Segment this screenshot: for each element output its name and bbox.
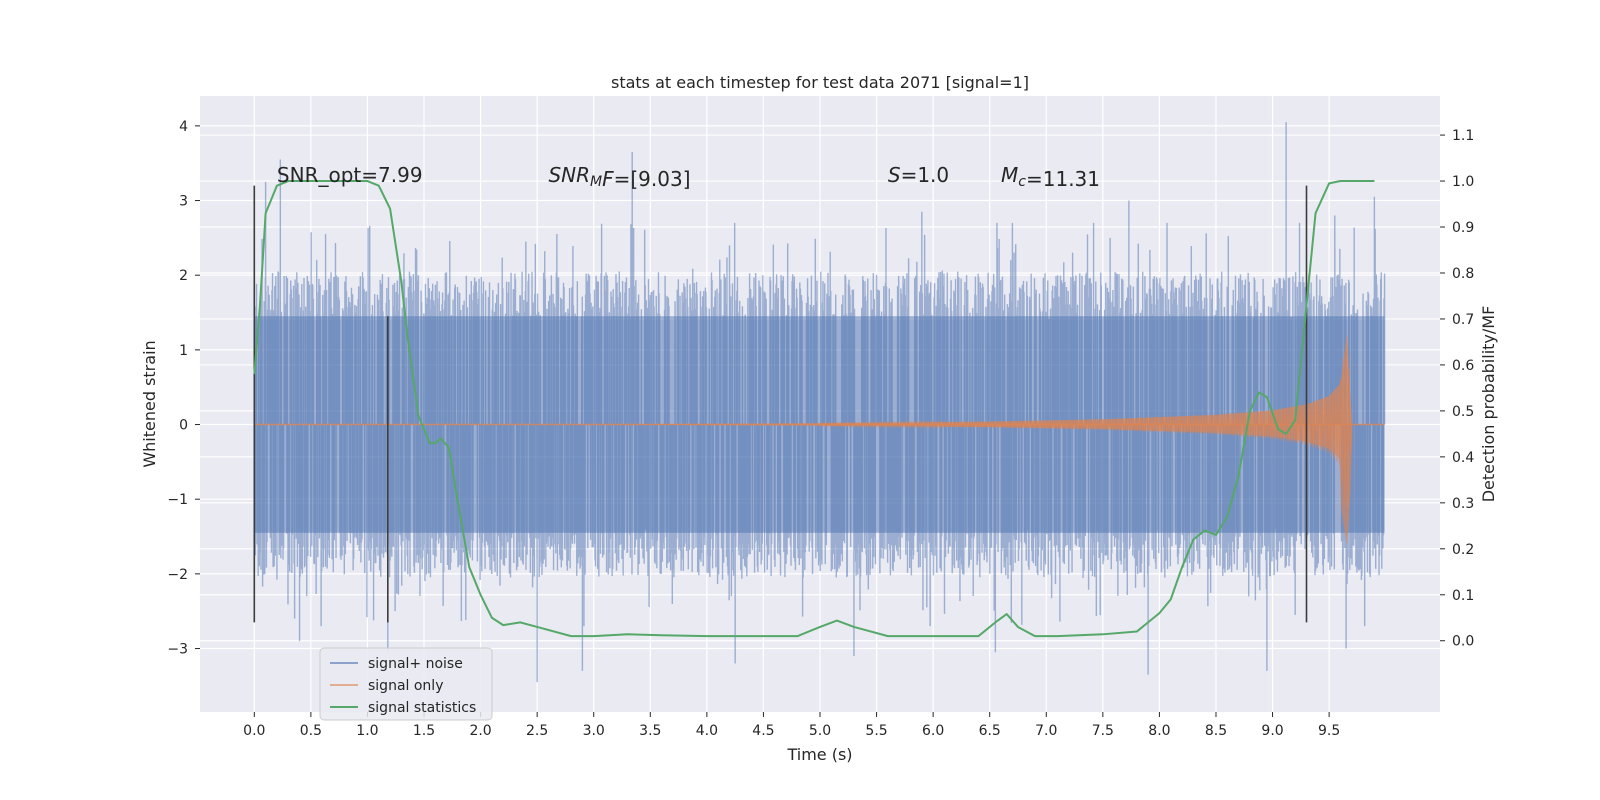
y-tick-label: 2 (179, 268, 188, 284)
x-ticks: 0.0 0.5 1.0 1.5 2.0 2.5 3.0 3.5 4.0 4.5 5.0 5.5 6.0 6… (243, 712, 1340, 739)
x-tick-label: 0.0 (243, 723, 265, 739)
legend-label: signal statistics (368, 700, 476, 716)
x-tick-label: 3.0 (583, 723, 605, 739)
annotation-part: S (888, 163, 901, 187)
x-tick-label: 2.5 (526, 723, 548, 739)
signal-oscillation (819, 337, 1353, 507)
x-axis-label: Time (s) (786, 745, 852, 764)
x-tick-label: 4.0 (696, 723, 718, 739)
y2-tick-label: 0.2 (1452, 542, 1474, 558)
y-tick-label: 1 (179, 343, 188, 359)
y2-tick-label: 1.0 (1452, 174, 1474, 190)
series-signal-statistics (253, 180, 1375, 638)
legend-label: signal+ noise (368, 656, 463, 672)
annotation: S=1.0 (888, 163, 949, 187)
legend-box (319, 647, 493, 721)
x-tick-label: 1.5 (413, 723, 435, 739)
x-tick-label: 7.5 (1092, 723, 1114, 739)
vertical-markers (253, 185, 1308, 623)
annotation: SNR_opt=7.99 (277, 163, 423, 187)
x-tick-label: 2.0 (469, 723, 491, 739)
statistics-line (253, 180, 1375, 638)
y2-tick-label: 0.1 (1452, 588, 1474, 604)
y-tick-label: −1 (167, 492, 188, 508)
chart-title: stats at each timestep for test data 207… (611, 73, 1029, 92)
y-tick-label: 4 (179, 119, 188, 135)
y-tick-label: −3 (167, 642, 188, 658)
annotation-part: =11.31 (1026, 167, 1100, 191)
annotation-part: SNR_opt=7.99 (277, 163, 423, 187)
y-tick-label: −2 (167, 567, 188, 583)
y2-tick-label: 0.6 (1452, 358, 1474, 374)
y2-tick-label: 0.7 (1452, 312, 1474, 328)
annotations: SNR_opt=7.99 SNRMF=[9.03] S=1.0 Mc=11.31 (277, 163, 1100, 191)
annotation-part: c (1018, 174, 1026, 190)
annotation-part: =[9.03] (614, 167, 691, 191)
y2-tick-label: 0.3 (1452, 496, 1474, 512)
annotation-part: SNR (548, 163, 590, 187)
x-tick-label: 1.0 (356, 723, 378, 739)
x-tick-label: 9.0 (1261, 723, 1283, 739)
legend-label: signal only (368, 678, 443, 694)
legend: signal+ noise signal only signal statistic… (319, 647, 493, 721)
y2-tick-label: 1.1 (1452, 128, 1474, 144)
annotation-part: F (602, 167, 614, 191)
x-tick-label: 6.0 (922, 723, 944, 739)
x-tick-label: 0.5 (300, 723, 322, 739)
x-tick-label: 8.0 (1148, 723, 1170, 739)
x-tick-label: 4.5 (752, 723, 774, 739)
x-tick-label: 7.0 (1035, 723, 1057, 739)
x-tick-label: 9.5 (1318, 723, 1340, 739)
y2-tick-label: 0.8 (1452, 266, 1474, 282)
y2-tick-label: 0.5 (1452, 404, 1474, 420)
x-tick-label: 5.5 (865, 723, 887, 739)
x-tick-label: 6.5 (979, 723, 1001, 739)
y2-ticks: 0.0 0.1 0.2 0.3 0.4 0.5 0.6 0.7 0.8 0.9 1.0 1.1 (1440, 128, 1474, 650)
x-tick-label: 5.0 (809, 723, 831, 739)
annotation: Mc=11.31 (1001, 163, 1100, 191)
y2-tick-label: 0.9 (1452, 220, 1474, 236)
annotation-part: =1.0 (901, 163, 950, 187)
annotation-part: M (590, 174, 602, 190)
y2-tick-label: 0.0 (1452, 634, 1474, 650)
x-tick-label: 3.5 (639, 723, 661, 739)
y-tick-label: 0 (179, 418, 188, 434)
series-signal-only (254, 333, 1385, 547)
annotation-part: M (1001, 163, 1018, 187)
y2-tick-label: 0.4 (1452, 450, 1474, 466)
y-ticks: −3 −2 −1 0 1 2 3 4 (167, 119, 200, 658)
y-tick-label: 3 (179, 194, 188, 210)
y-axis-label: Whitened strain (140, 340, 159, 467)
x-tick-label: 8.5 (1205, 723, 1227, 739)
annotation: SNRMF=[9.03] (548, 163, 690, 191)
y2-axis-label: Detection probability/MF (1479, 306, 1498, 503)
